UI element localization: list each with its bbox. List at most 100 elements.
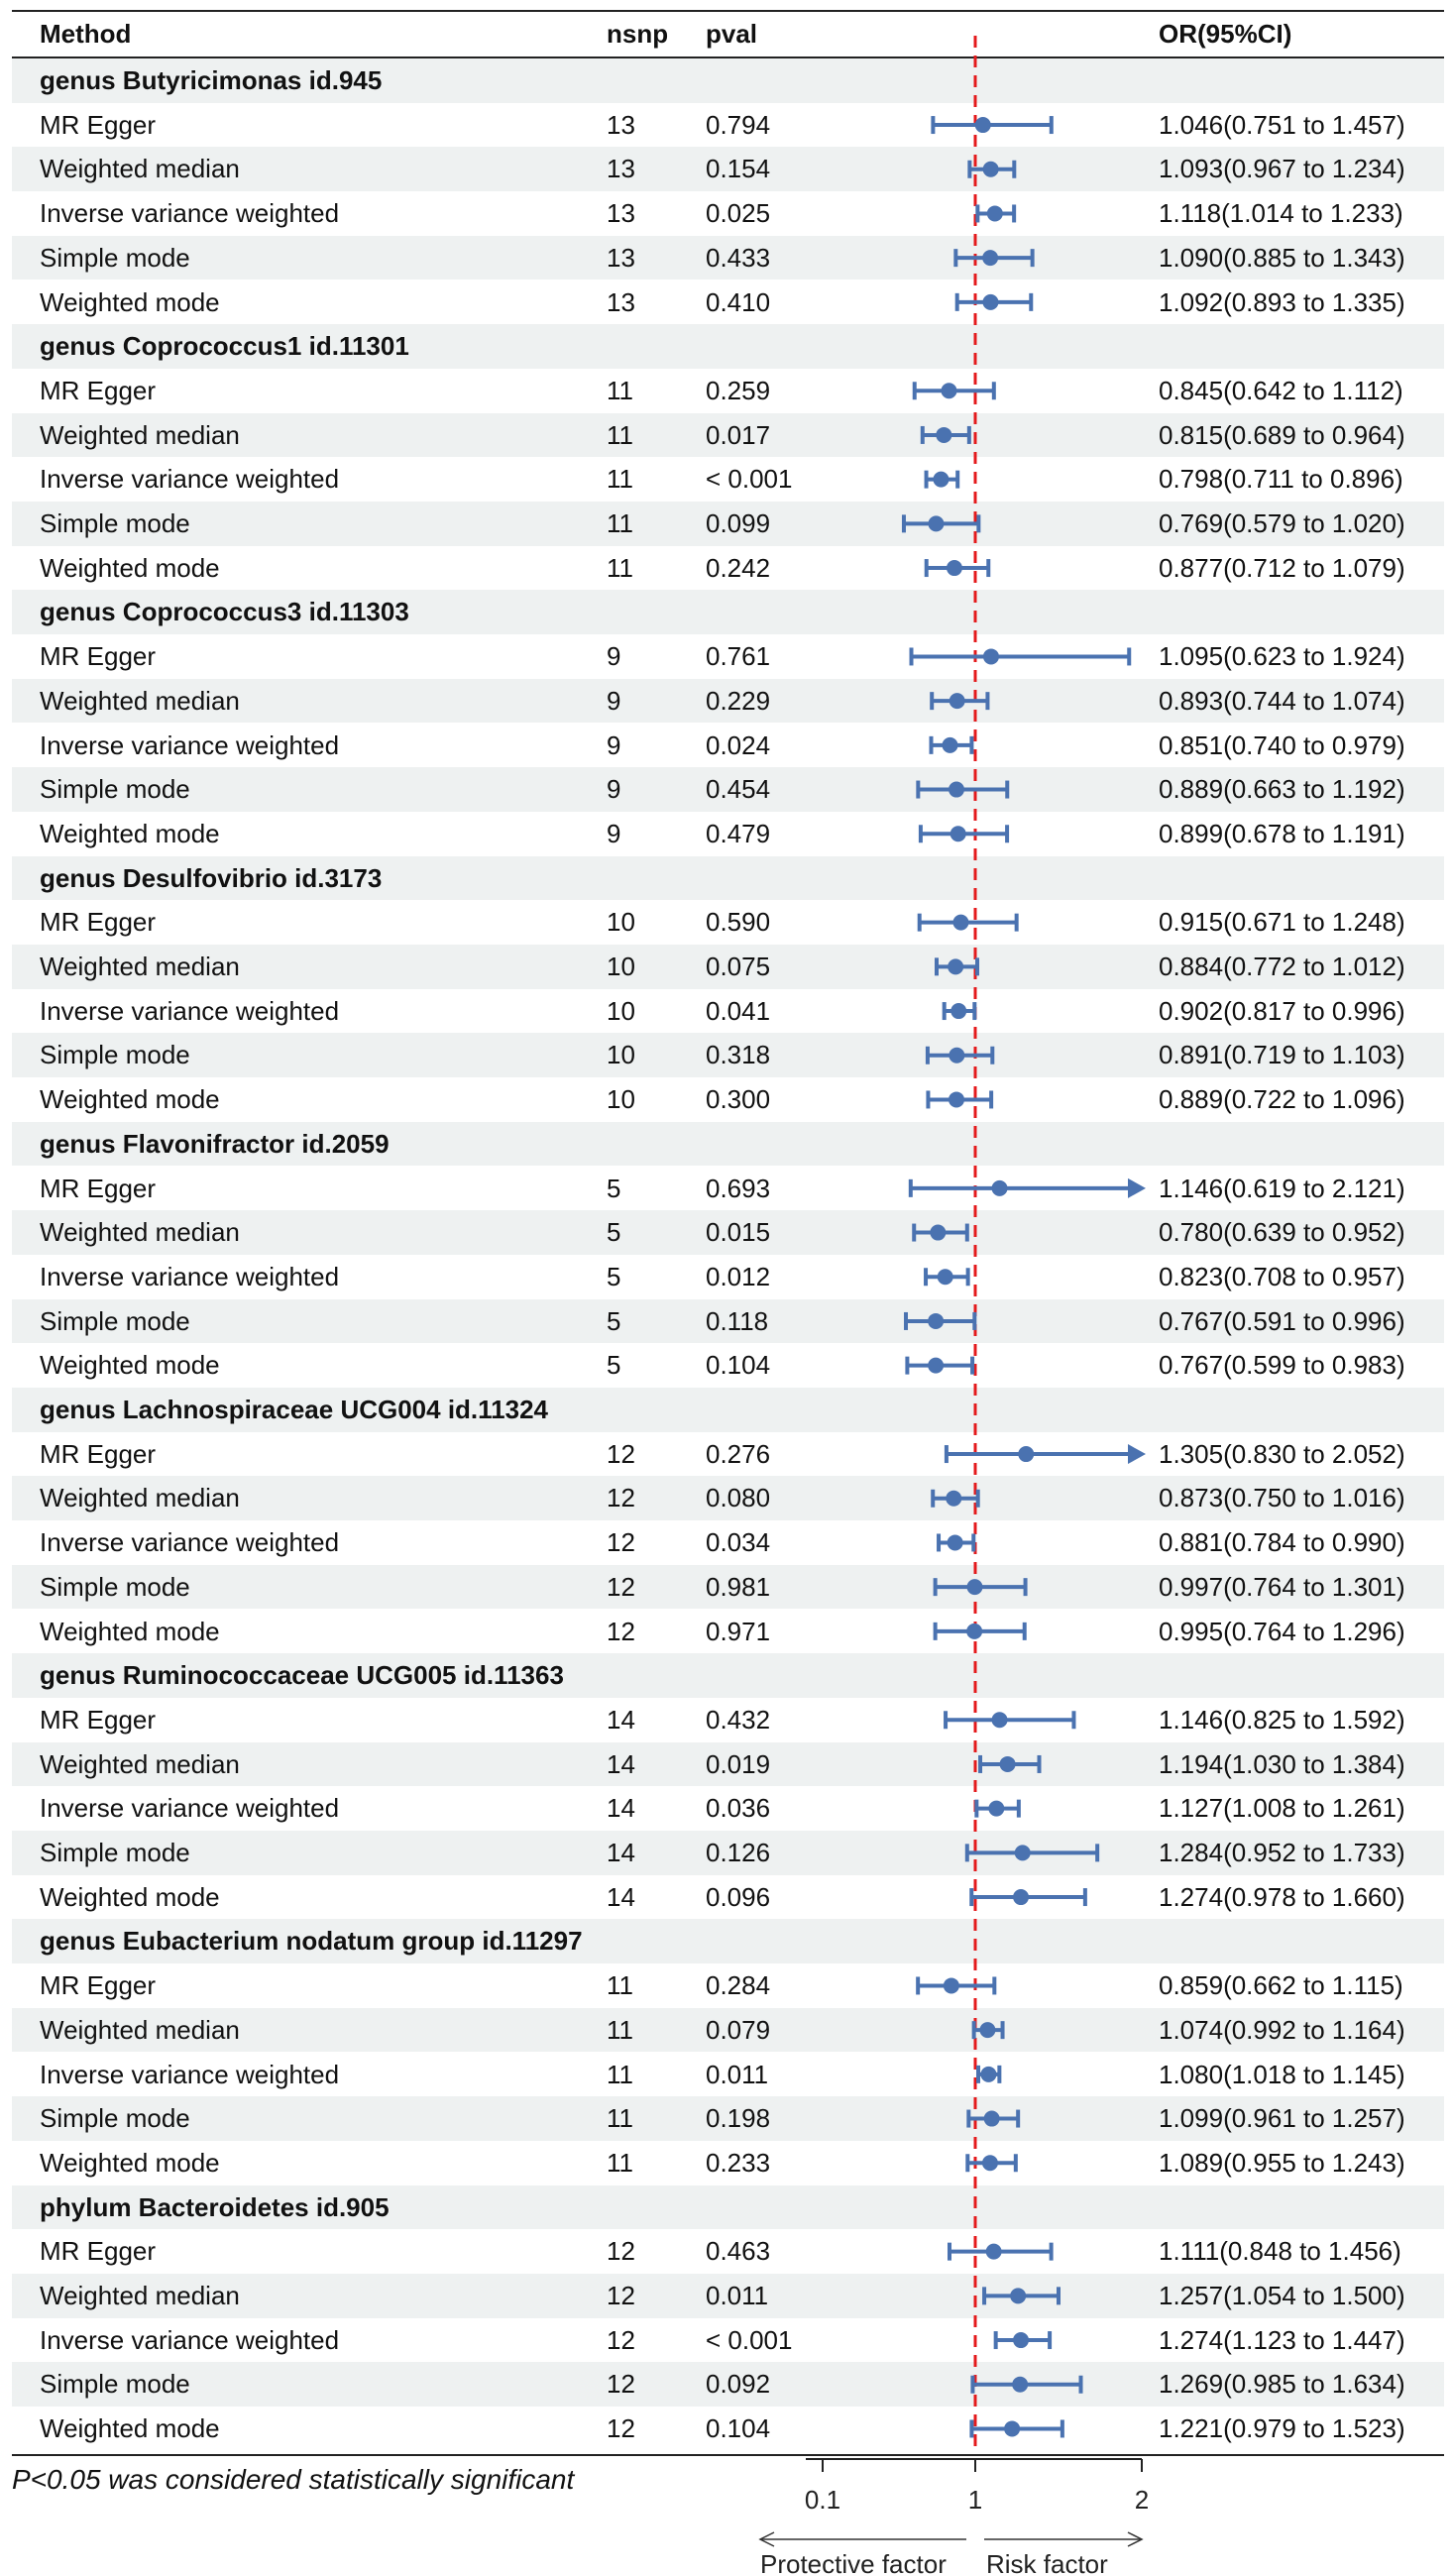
nsnp-cell: 10 xyxy=(607,907,635,938)
or-ci-cell: 0.915(0.671 to 1.248) xyxy=(1159,907,1405,938)
ci-arrow xyxy=(1128,1177,1146,1198)
header-method: Method xyxy=(40,19,132,49)
point-estimate xyxy=(928,1357,945,1374)
pval-cell: 0.079 xyxy=(706,2014,771,2045)
table-row: Weighted mode 11 0.233 1.089(0.955 to 1.243… xyxy=(12,2141,1444,2185)
group-row: genus Eubacterium nodatum group id.11297 xyxy=(12,1919,1444,1964)
nsnp-cell: 12 xyxy=(607,2236,635,2267)
method-cell: Weighted mode xyxy=(40,1084,220,1115)
point-estimate xyxy=(982,250,999,267)
nsnp-cell: 5 xyxy=(607,1350,621,1381)
pval-cell: 0.024 xyxy=(706,729,771,760)
pval-cell: 0.036 xyxy=(706,1793,771,1824)
header-nsnp: nsnp xyxy=(607,19,669,49)
group-row: genus Coprococcus1 id.11301 xyxy=(12,324,1444,369)
point-estimate xyxy=(979,2022,996,2039)
nsnp-cell: 11 xyxy=(607,552,633,583)
x-tick-label: 1 xyxy=(968,2485,982,2515)
table-row: Simple mode 14 0.126 1.284(0.952 to 1.733) xyxy=(12,1831,1444,1875)
pval-cell: 0.229 xyxy=(706,685,771,716)
table-row: MR Egger 12 0.463 1.111(0.848 to 1.456) xyxy=(12,2229,1444,2274)
pval-cell: 0.242 xyxy=(706,552,771,583)
or-ci-cell: 0.851(0.740 to 0.979) xyxy=(1159,729,1405,760)
footnote: P<0.05 was considered statistically sign… xyxy=(12,2464,575,2495)
table-row: MR Egger 9 0.761 1.095(0.623 to 1.924) xyxy=(12,634,1444,679)
method-cell: Weighted median xyxy=(40,1748,240,1779)
bottom-rule xyxy=(12,2454,1444,2456)
nsnp-cell: 14 xyxy=(607,1881,635,1912)
table-row: Weighted mode 12 0.104 1.221(0.979 to 1.523… xyxy=(12,2407,1444,2451)
or-ci-cell: 1.090(0.885 to 1.343) xyxy=(1159,242,1405,273)
table-row: Weighted mode 9 0.479 0.899(0.678 to 1.191) xyxy=(12,812,1444,856)
method-cell: Inverse variance weighted xyxy=(40,2324,340,2355)
group-label: genus Ruminococcaceae UCG005 id.11363 xyxy=(40,1660,564,1691)
nsnp-cell: 12 xyxy=(607,1616,635,1646)
point-estimate xyxy=(966,1579,983,1596)
pval-cell: 0.433 xyxy=(706,242,771,273)
method-cell: Simple mode xyxy=(40,2103,190,2134)
nsnp-cell: 9 xyxy=(607,774,621,805)
group-label: genus Flavonifractor id.2059 xyxy=(40,1128,390,1159)
point-estimate xyxy=(930,1224,947,1241)
table-row: Weighted mode 13 0.410 1.092(0.893 to 1.335… xyxy=(12,280,1444,325)
table-row: Inverse variance weighted 11 0.011 1.080(1.… xyxy=(12,2053,1444,2097)
table-row: MR Egger 12 0.276 1.305(0.830 to 2.052) xyxy=(12,1432,1444,1477)
pval-cell: 0.454 xyxy=(706,774,771,805)
pval-cell: 0.318 xyxy=(706,1040,771,1070)
or-ci-cell: 0.767(0.599 to 0.983) xyxy=(1159,1350,1405,1381)
table-row: Weighted median 12 0.080 0.873(0.750 to 1.0… xyxy=(12,1476,1444,1521)
or-ci-cell: 0.893(0.744 to 1.074) xyxy=(1159,685,1405,716)
table-row: MR Egger 13 0.794 1.046(0.751 to 1.457) xyxy=(12,103,1444,148)
nsnp-cell: 12 xyxy=(607,2413,635,2444)
nsnp-cell: 12 xyxy=(607,2281,635,2310)
pval-cell: < 0.001 xyxy=(706,2324,793,2355)
point-estimate xyxy=(999,1755,1016,1772)
nsnp-cell: 5 xyxy=(607,1305,621,1336)
nsnp-cell: 12 xyxy=(607,1438,635,1469)
or-ci-cell: 1.074(0.992 to 1.164) xyxy=(1159,2014,1405,2045)
point-estimate xyxy=(928,515,945,532)
nsnp-cell: 11 xyxy=(607,375,633,405)
table-row: Simple mode 12 0.092 1.269(0.985 to 1.634) xyxy=(12,2362,1444,2408)
header-rule xyxy=(12,56,1444,58)
method-cell: Weighted mode xyxy=(40,2147,220,2178)
pval-cell: 0.971 xyxy=(706,1616,771,1646)
point-estimate xyxy=(1010,2288,1027,2304)
table-row: Simple mode 11 0.198 1.099(0.961 to 1.257) xyxy=(12,2096,1444,2141)
table-row: Weighted median 11 0.017 0.815(0.689 to 0.9… xyxy=(12,412,1444,458)
nsnp-cell: 11 xyxy=(607,2147,633,2178)
or-ci-cell: 1.257(1.054 to 1.500) xyxy=(1159,2281,1405,2310)
or-ci-cell: 1.099(0.961 to 1.257) xyxy=(1159,2103,1405,2134)
table-row: Weighted mode 5 0.104 0.767(0.599 to 0.983) xyxy=(12,1343,1444,1388)
table-row: Weighted median 14 0.019 1.194(1.030 to 1.3… xyxy=(12,1741,1444,1787)
point-estimate xyxy=(1014,1845,1031,1861)
method-cell: Weighted median xyxy=(40,154,240,184)
risk-factor-label: Risk factor xyxy=(986,2549,1108,2576)
table-row: Inverse variance weighted 10 0.041 0.902(0.… xyxy=(12,989,1444,1034)
or-ci-cell: 0.881(0.784 to 0.990) xyxy=(1159,1527,1405,1558)
point-estimate xyxy=(1004,2420,1021,2437)
point-estimate xyxy=(946,560,962,577)
group-label: genus Lachnospiraceae UCG004 id.11324 xyxy=(40,1395,549,1424)
point-estimate xyxy=(982,293,999,310)
or-ci-cell: 0.997(0.764 to 1.301) xyxy=(1159,1571,1405,1602)
point-estimate xyxy=(982,161,999,177)
or-ci-cell: 0.899(0.678 to 1.191) xyxy=(1159,818,1405,848)
pval-cell: 0.126 xyxy=(706,1838,771,1867)
group-label: genus Eubacterium nodatum group id.11297 xyxy=(40,1926,583,1957)
table-row: Weighted mode 12 0.971 0.995(0.764 to 1.296… xyxy=(12,1610,1444,1654)
or-ci-cell: 0.769(0.579 to 1.020) xyxy=(1159,508,1405,538)
point-estimate xyxy=(988,1800,1005,1817)
method-cell: Weighted median xyxy=(40,1217,240,1248)
method-cell: Inverse variance weighted xyxy=(40,1261,340,1291)
pval-cell: 0.590 xyxy=(706,907,771,938)
pval-cell: 0.011 xyxy=(706,2059,769,2089)
table-row: MR Egger 14 0.432 1.146(0.825 to 1.592) xyxy=(12,1698,1444,1742)
point-estimate xyxy=(928,1312,945,1329)
pval-cell: 0.017 xyxy=(706,419,771,450)
table-row: MR Egger 10 0.590 0.915(0.671 to 1.248) xyxy=(12,900,1444,945)
group-row: genus Ruminococcaceae UCG005 id.11363 xyxy=(12,1653,1444,1698)
point-estimate xyxy=(980,2066,997,2082)
group-label: phylum Bacteroidetes id.905 xyxy=(40,2191,390,2222)
